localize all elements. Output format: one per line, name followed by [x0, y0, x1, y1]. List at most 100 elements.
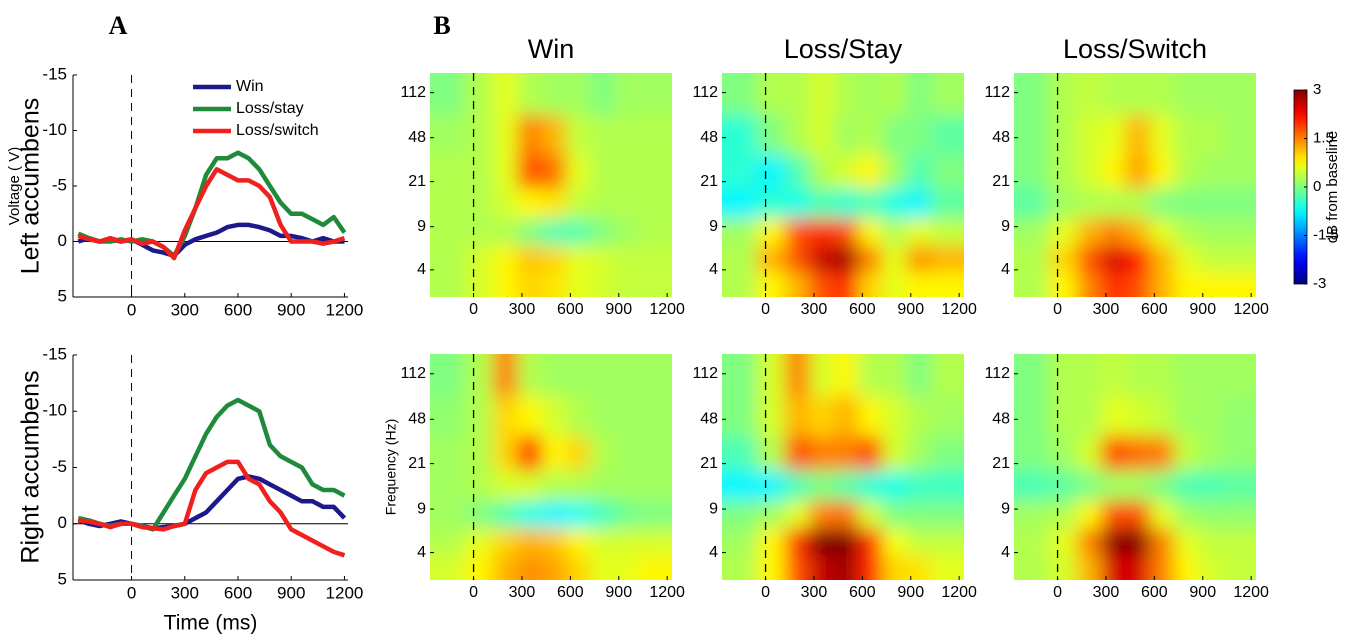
heatmap-cell: [464, 354, 495, 397]
heatmap-cell: [517, 435, 543, 471]
heatmap-cell: [1014, 469, 1050, 501]
heatmap: [1014, 73, 1256, 297]
y-tick-label: -15: [42, 344, 67, 363]
heatmap-cell: [638, 114, 672, 155]
heatmap: [722, 73, 964, 297]
heatmap-cell: [930, 435, 964, 471]
heatmap-cell: [614, 499, 640, 529]
heatmap-cell: [857, 114, 884, 155]
heatmap-cell: [541, 271, 567, 297]
heatmap-cell: [638, 469, 672, 501]
x-tick-label: 1200: [649, 584, 685, 601]
heatmap-cell: [1149, 395, 1176, 437]
heatmap-cell: [930, 553, 964, 580]
heatmap-cell: [614, 527, 640, 555]
heatmap-cell: [882, 244, 908, 273]
heatmap-cell: [1198, 153, 1224, 189]
heatmap-cell: [493, 527, 519, 555]
heatmap-cell: [565, 469, 592, 501]
heatmap-cell: [1149, 73, 1176, 116]
heatmap-cell: [1149, 469, 1176, 501]
y-tick-label: 21: [992, 173, 1010, 190]
heatmap-cell: [833, 395, 859, 437]
heatmap-cell: [464, 527, 495, 555]
heatmap-cell: [882, 73, 908, 116]
heatmap-cell: [833, 435, 859, 471]
heatmap-cell: [1077, 114, 1103, 155]
heatmap-cell: [565, 153, 592, 189]
heatmap-cell: [756, 499, 787, 529]
heatmap-cell: [809, 469, 835, 501]
colorbar-label: dB from baseline: [1324, 131, 1341, 244]
heatmap-cell: [722, 153, 758, 189]
heatmap-cell: [1222, 271, 1256, 297]
heatmap-cell: [1149, 114, 1176, 155]
heatmap-cell: [1101, 271, 1127, 297]
heatmap-cell: [756, 217, 787, 246]
heatmap-cell: [1125, 553, 1151, 580]
legend-label: Loss/switch: [236, 122, 319, 139]
heatmap-cell: [430, 354, 466, 397]
heatmap-cell: [1222, 354, 1256, 397]
panel-label: A: [109, 11, 128, 40]
heatmap-cell: [1125, 354, 1151, 397]
heatmap-cell: [882, 435, 908, 471]
heatmap-cell: [638, 499, 672, 529]
heatmap-cell: [1014, 271, 1050, 297]
y-tick-label: 9: [417, 218, 426, 235]
heatmap-cell: [809, 217, 835, 246]
heatmap-cell: [1014, 553, 1050, 580]
heatmap-cell: [638, 187, 672, 219]
heatmap-cell: [833, 499, 859, 529]
heatmap-cell: [1101, 73, 1127, 116]
heatmap-cell: [1014, 114, 1050, 155]
heatmap-cell: [1149, 244, 1176, 273]
heatmap-cell: [1101, 553, 1127, 580]
heatmap-cell: [857, 527, 884, 555]
heatmap-cell: [638, 354, 672, 397]
heatmap-cell: [857, 395, 884, 437]
heatmap-cell: [1101, 244, 1127, 273]
heatmap-cell: [1198, 499, 1224, 529]
heatmap-cell: [882, 153, 908, 189]
heatmap-cell: [930, 153, 964, 189]
y-tick-label: -10: [42, 401, 67, 420]
x-tick-label: 900: [605, 301, 632, 318]
y-tick-label: 48: [408, 410, 426, 427]
y-tick-label: 112: [400, 365, 426, 382]
heatmap-cell: [565, 271, 592, 297]
x-tick-label: 0: [1053, 584, 1062, 601]
heatmap-cell: [756, 395, 787, 437]
heatmap-cell: [882, 114, 908, 155]
heatmap-cell: [906, 271, 932, 297]
heatmap-cell: [1174, 435, 1200, 471]
heatmap-cell: [809, 435, 835, 471]
heatmap-cell: [756, 114, 787, 155]
heatmap-cell: [614, 435, 640, 471]
heatmap-cell: [565, 527, 592, 555]
heatmap-cell: [1198, 187, 1224, 219]
heatmap-cell: [1174, 73, 1200, 116]
heatmap-cell: [1222, 469, 1256, 501]
heatmap-cell: [722, 217, 758, 246]
y-tick-label: 21: [408, 173, 426, 190]
y-tick-label: 9: [1001, 500, 1010, 517]
heatmap-cell: [857, 187, 884, 219]
heatmap-cell: [464, 553, 495, 580]
heatmap-cell: [882, 469, 908, 501]
heatmap-cell: [517, 114, 543, 155]
heatmap-cell: [906, 435, 932, 471]
heatmap-cell: [1048, 354, 1079, 397]
y-tick-label: 9: [709, 500, 718, 517]
heatmap-cell: [882, 527, 908, 555]
heatmap-cell: [930, 395, 964, 437]
heatmap-cell: [722, 469, 758, 501]
heatmap-cell: [614, 553, 640, 580]
x-tick-label: 600: [557, 301, 584, 318]
heatmap-cell: [906, 469, 932, 501]
heatmap-cell: [638, 553, 672, 580]
heatmap-cell: [930, 469, 964, 501]
heatmap-cell: [1222, 435, 1256, 471]
heatmap-cell: [1149, 527, 1176, 555]
heatmap-cell: [565, 217, 592, 246]
